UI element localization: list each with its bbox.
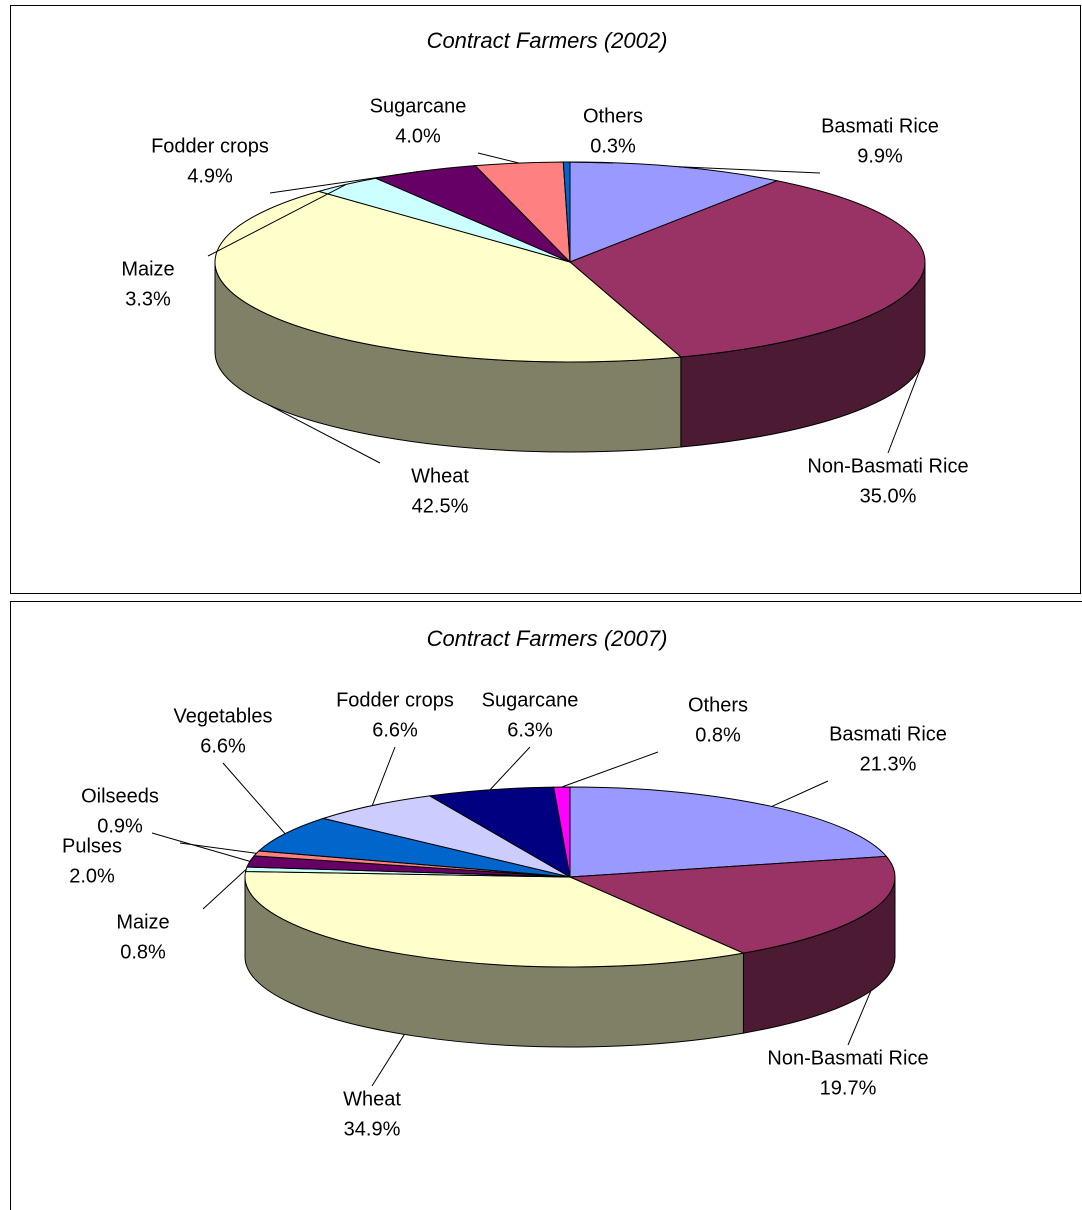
slice-label: Non-Basmati Rice — [807, 455, 968, 477]
value-label: 21.3% — [860, 753, 917, 775]
slice — [257, 817, 571, 878]
value-label: 0.8% — [695, 724, 741, 746]
value-label: 3.3% — [125, 288, 171, 310]
leader-line — [267, 403, 381, 464]
leader-line — [489, 746, 531, 791]
leader-line — [179, 842, 257, 854]
slice — [428, 786, 571, 878]
value-label: 4.9% — [187, 165, 233, 187]
value-label: 6.6% — [200, 735, 246, 757]
leader-line — [269, 170, 424, 194]
slice-label: Basmati Rice — [829, 723, 947, 745]
chart-title: Contract Farmers (2007) — [427, 626, 668, 651]
leader-line — [847, 990, 872, 1046]
slice-label: Fodder crops — [151, 135, 269, 157]
leader-line — [207, 183, 347, 257]
leader-line — [371, 746, 396, 806]
slice-label: Others — [583, 105, 643, 127]
leader-line — [477, 152, 519, 164]
leader-line — [887, 367, 922, 454]
slice-label: Sugarcane — [482, 689, 579, 711]
slice — [244, 870, 746, 968]
slice — [569, 180, 926, 358]
slice — [569, 786, 888, 878]
leader-line — [678, 166, 821, 174]
leader-line — [222, 762, 286, 835]
value-label: 0.9% — [97, 815, 143, 837]
value-label: 19.7% — [820, 1077, 877, 1099]
slice-label: Maize — [121, 258, 174, 280]
slice-label: Fodder crops — [336, 689, 454, 711]
value-label: 42.5% — [412, 495, 469, 517]
leader-line — [202, 868, 247, 910]
value-label: 35.0% — [860, 485, 917, 507]
slice-label: Basmati Rice — [821, 115, 939, 137]
leader-line — [561, 751, 659, 788]
value-label: 0.8% — [120, 941, 166, 963]
slice-label: Maize — [116, 911, 169, 933]
value-label: 9.9% — [857, 145, 903, 167]
slice-label: Sugarcane — [370, 95, 467, 117]
leader-line — [371, 1034, 405, 1087]
slice — [553, 786, 571, 878]
slice-label: Others — [688, 694, 748, 716]
slice — [569, 855, 896, 954]
leader-line — [566, 161, 614, 164]
slice — [214, 190, 683, 363]
value-label: 0.3% — [590, 135, 636, 157]
slice-label: Oilseeds — [81, 785, 159, 807]
slice-label: Vegetables — [174, 705, 273, 727]
value-label: 34.9% — [344, 1118, 401, 1140]
leader-line — [771, 780, 829, 807]
value-label: 2.0% — [69, 865, 115, 887]
slice-label: Wheat — [411, 465, 469, 487]
leader-line — [151, 832, 251, 862]
value-label: 4.0% — [395, 125, 441, 147]
chart-title: Contract Farmers (2002) — [427, 28, 668, 53]
slice-label: Pulses — [62, 835, 122, 857]
slice-label: Wheat — [343, 1088, 401, 1110]
value-label: 6.3% — [507, 719, 553, 741]
value-label: 6.6% — [372, 719, 418, 741]
slice-label: Non-Basmati Rice — [767, 1047, 928, 1069]
